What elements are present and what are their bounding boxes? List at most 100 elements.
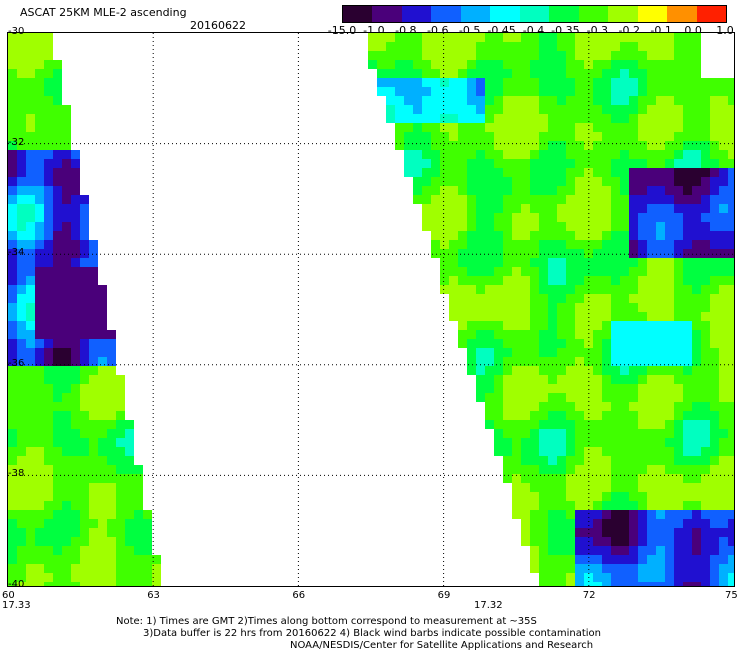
swath-cell [521,276,530,285]
swath-cell [629,312,638,321]
swath-cell [449,258,458,267]
swath-cell [602,276,611,285]
swath-cell [8,177,17,186]
swath-cell [26,420,35,429]
swath-cell [602,582,611,586]
swath-cell [8,294,17,303]
swath-cell [503,240,512,249]
swath-cell [611,465,620,474]
swath-cell [431,60,440,69]
swath-cell [557,375,566,384]
swath-cell [575,114,584,123]
swath-cell [548,492,557,501]
swath-cell [530,141,539,150]
swath-cell [107,348,116,357]
swath-cell [107,501,116,510]
swath-cell [521,78,530,87]
swath-cell [431,204,440,213]
swath-cell [557,393,566,402]
swath-cell [530,429,539,438]
swath-cell [629,483,638,492]
swath-cell [539,276,548,285]
swath-cell [701,132,710,141]
swath-cell [701,465,710,474]
swath-cell [62,393,71,402]
swath-cell [602,348,611,357]
swath-cell [476,213,485,222]
swath-cell [548,105,557,114]
swath-cell [53,231,62,240]
swath-cell [530,114,539,123]
swath-cell [710,240,719,249]
swath-cell [449,195,458,204]
swath-cell [89,438,98,447]
swath-cell [647,150,656,159]
swath-cell [548,141,557,150]
swath-cell [728,123,734,132]
swath-cell [71,330,80,339]
swath-cell [710,555,719,564]
swath-cell [449,249,458,258]
swath-cell [674,195,683,204]
swath-cell [683,213,692,222]
swath-cell [719,456,728,465]
swath-cell [629,510,638,519]
swath-cell [719,321,728,330]
swath-cell [449,141,458,150]
swath-cell [593,330,602,339]
swath-cell [620,231,629,240]
swath-cell [89,447,98,456]
swath-cell [53,429,62,438]
swath-cell [377,78,386,87]
swath-cell [656,258,665,267]
swath-cell [575,474,584,483]
swath-cell [593,303,602,312]
swath-cell [116,555,125,564]
swath-cell [575,312,584,321]
swath-cell [440,51,449,60]
swath-cell [62,249,71,258]
swath-cell [539,105,548,114]
swath-cell [26,285,35,294]
swath-cell [431,105,440,114]
swath-cell [458,168,467,177]
swath-cell [431,150,440,159]
swath-cell [728,267,734,276]
swath-cell [665,60,674,69]
swath-cell [17,510,26,519]
swath-cell [116,582,125,586]
swath-cell [620,429,629,438]
swath-cell [620,501,629,510]
swath-cell [17,429,26,438]
swath-cell [728,519,734,528]
swath-cell [566,231,575,240]
swath-cell [692,231,701,240]
swath-cell [665,294,674,303]
swath-cell [710,393,719,402]
swath-cell [647,384,656,393]
swath-cell [566,213,575,222]
swath-cell [611,582,620,586]
swath-cell [656,339,665,348]
swath-cell [107,519,116,528]
swath-cell [674,330,683,339]
swath-cell [710,339,719,348]
swath-cell [629,132,638,141]
swath-cell [719,96,728,105]
swath-cell [593,222,602,231]
swath-cell [611,339,620,348]
swath-cell [71,213,80,222]
swath-cell [512,105,521,114]
swath-cell [521,303,530,312]
swath-cell [467,87,476,96]
swath-cell [692,474,701,483]
swath-cell [683,204,692,213]
swath-cell [701,339,710,348]
swath-cell [710,159,719,168]
swath-cell [458,249,467,258]
swath-cell [728,438,734,447]
swath-cell [521,483,530,492]
swath-cell [710,402,719,411]
swath-cell [575,303,584,312]
swath-cell [17,87,26,96]
